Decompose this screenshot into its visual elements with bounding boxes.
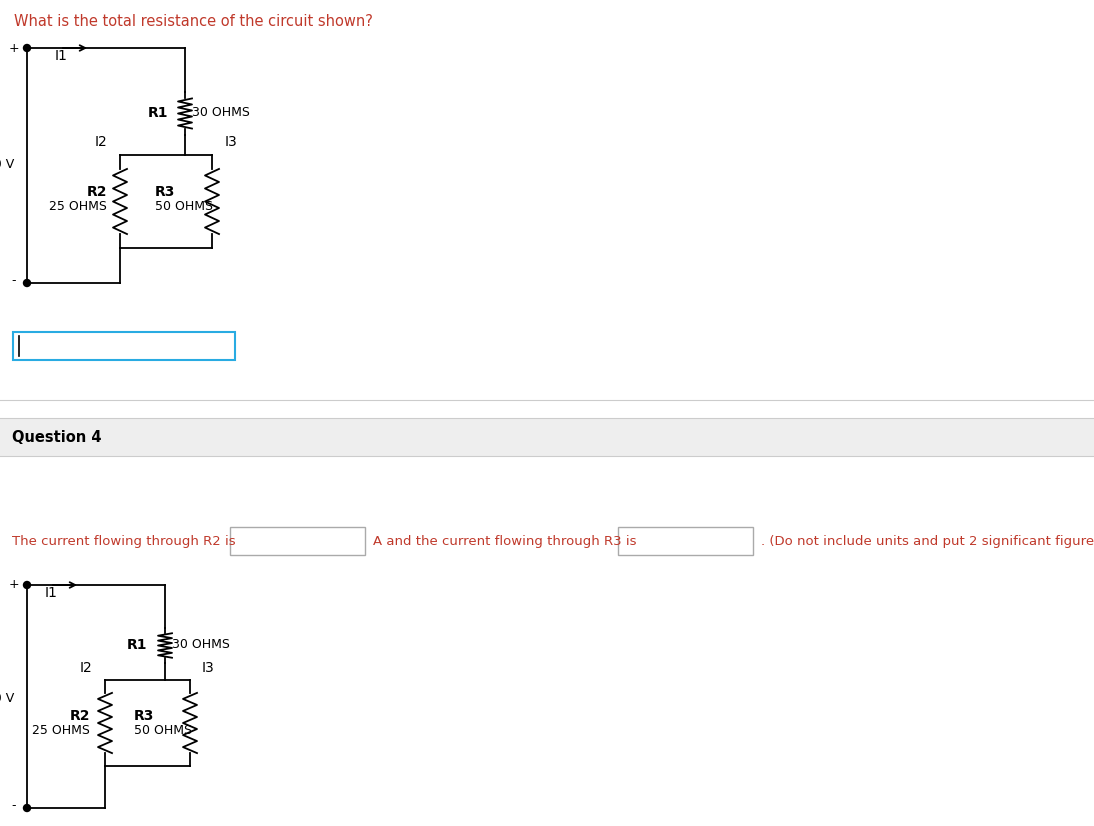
Text: 30 OHMS: 30 OHMS <box>172 638 230 652</box>
Text: 30 OHMS: 30 OHMS <box>193 107 249 120</box>
Text: R1: R1 <box>148 106 168 120</box>
Text: I2: I2 <box>94 135 107 149</box>
Circle shape <box>23 805 31 811</box>
Text: I1: I1 <box>45 586 58 600</box>
Text: +: + <box>9 578 20 591</box>
Text: 50 OHMS: 50 OHMS <box>155 201 213 213</box>
Text: I2: I2 <box>79 661 92 675</box>
Text: 25 OHMS: 25 OHMS <box>49 201 107 213</box>
Text: +: + <box>9 41 20 55</box>
Text: -: - <box>12 800 16 813</box>
Text: 25 OHMS: 25 OHMS <box>32 724 90 737</box>
Text: Question 4: Question 4 <box>12 430 102 444</box>
Text: I3: I3 <box>202 661 214 675</box>
Text: 120 V: 120 V <box>0 159 14 172</box>
Text: R1: R1 <box>127 638 147 652</box>
Text: I3: I3 <box>225 135 237 149</box>
Text: R3: R3 <box>133 709 154 723</box>
Text: -: - <box>12 274 16 287</box>
FancyBboxPatch shape <box>0 418 1094 456</box>
Text: I1: I1 <box>55 49 68 63</box>
Text: A and the current flowing through R3 is: A and the current flowing through R3 is <box>373 534 637 548</box>
Circle shape <box>23 45 31 51</box>
Circle shape <box>23 279 31 287</box>
Text: 120 V: 120 V <box>0 691 14 705</box>
Text: R2: R2 <box>86 185 107 199</box>
Text: R3: R3 <box>155 185 175 199</box>
Text: . (Do not include units and put 2 significant figures): . (Do not include units and put 2 signif… <box>761 534 1094 548</box>
Text: The current flowing through R2 is: The current flowing through R2 is <box>12 534 235 548</box>
FancyBboxPatch shape <box>13 332 235 360</box>
Circle shape <box>23 582 31 588</box>
Text: 50 OHMS: 50 OHMS <box>133 724 193 737</box>
FancyBboxPatch shape <box>230 527 365 555</box>
FancyBboxPatch shape <box>618 527 753 555</box>
Text: R2: R2 <box>70 709 90 723</box>
Text: What is the total resistance of the circuit shown?: What is the total resistance of the circ… <box>14 14 373 29</box>
